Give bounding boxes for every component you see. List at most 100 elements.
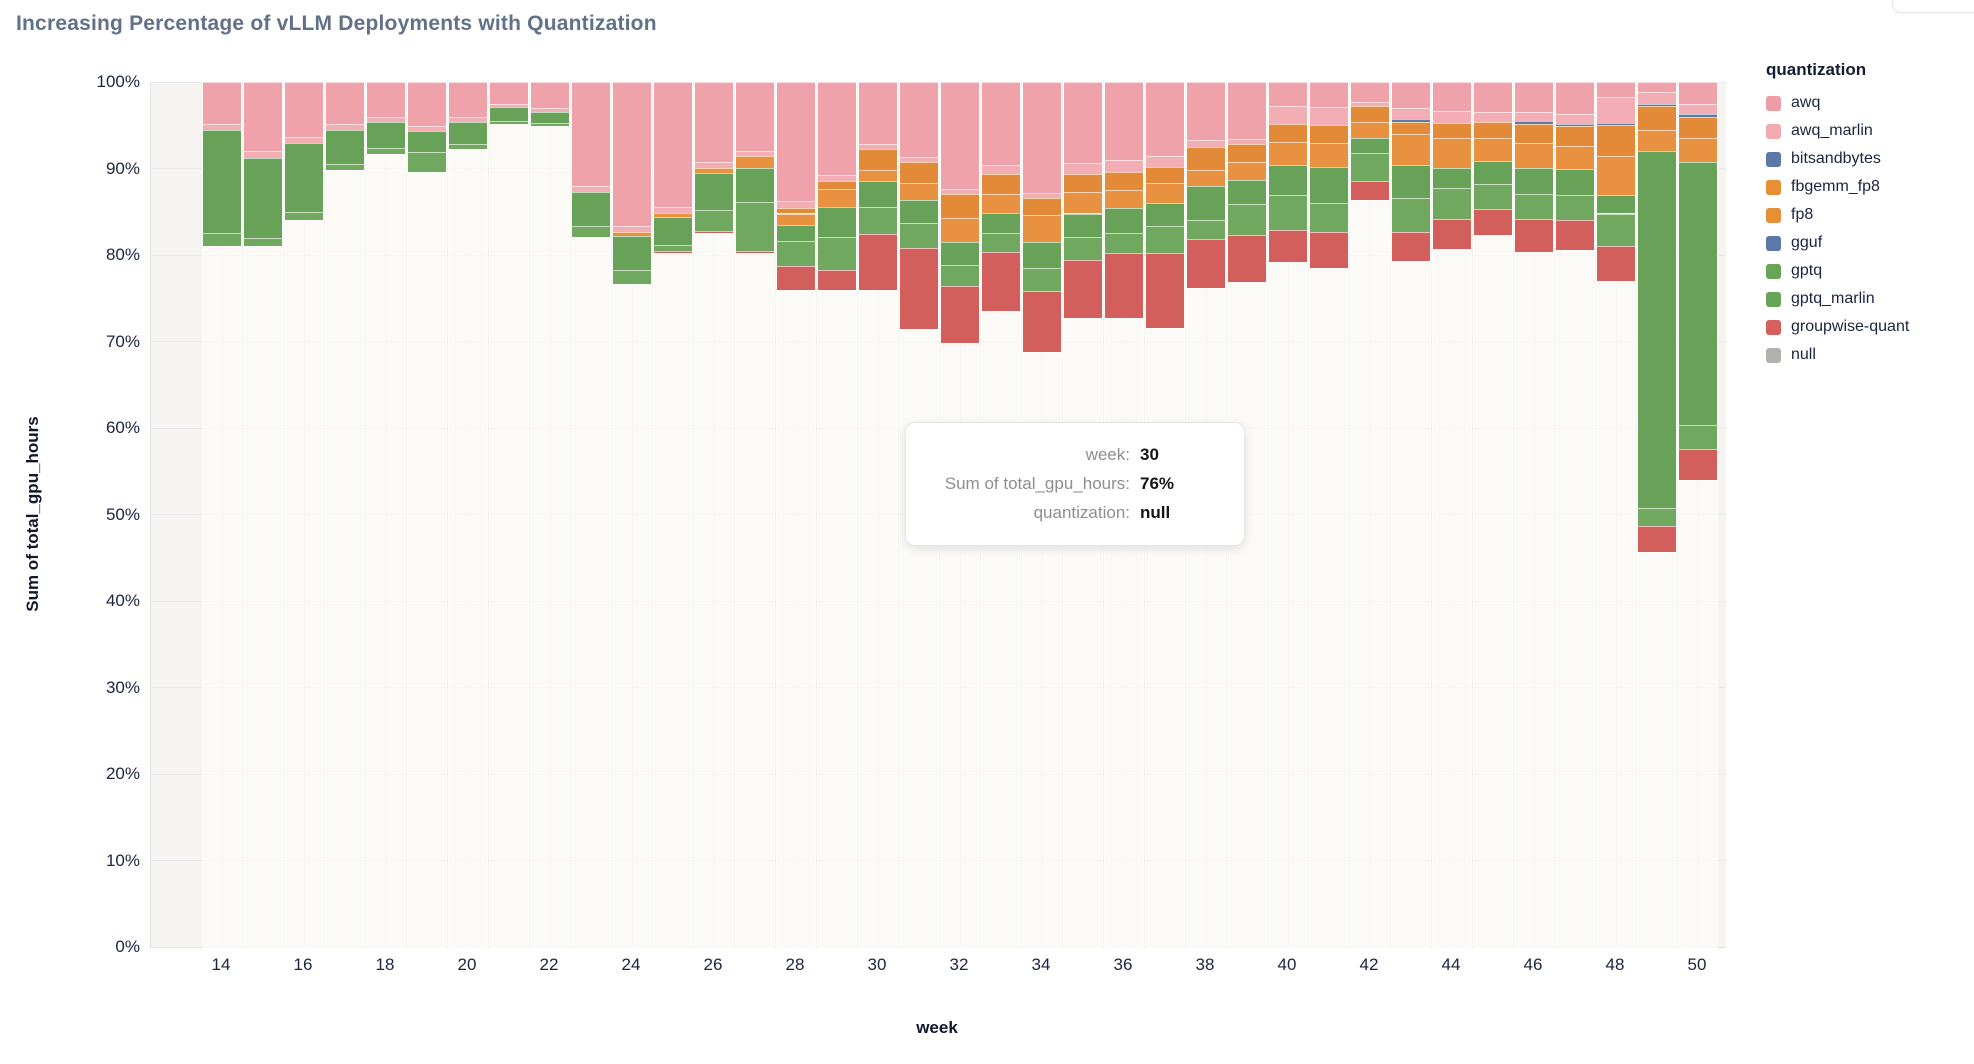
bar-segment-gptq[interactable] [1392, 165, 1430, 198]
bar-segment-gptq_marlin[interactable] [654, 244, 692, 251]
legend-item-fp8[interactable]: fp8 [1766, 206, 1966, 224]
bar-segment-awq[interactable] [941, 82, 979, 190]
bar-segment-gptq_marlin[interactable] [1187, 219, 1225, 239]
bar-segment-awq_marlin[interactable] [941, 189, 979, 195]
bar-segment-awq[interactable] [900, 82, 938, 158]
bar-segment-awq_marlin[interactable] [367, 116, 405, 122]
bar-segment-gptq_marlin[interactable] [859, 206, 897, 235]
bar-segment-awq_marlin[interactable] [1515, 112, 1553, 121]
bar-segment-bitsandbytes[interactable] [1515, 120, 1553, 124]
bar-segment-gptq_marlin[interactable] [1269, 195, 1307, 230]
bar-segment-null[interactable] [1638, 551, 1676, 947]
bar-segment-gptq_marlin[interactable] [777, 241, 815, 267]
bar-segment-awq_marlin[interactable] [818, 174, 856, 181]
bar-segment-fp8[interactable] [941, 217, 979, 243]
bar-segment-awq[interactable] [572, 82, 610, 186]
bar-segment-gptq_marlin[interactable] [982, 233, 1020, 252]
bar-segment-fbgemm_fp8[interactable] [1392, 121, 1430, 134]
bar-segment-fbgemm_fp8[interactable] [1269, 123, 1307, 142]
bar-segment-awq[interactable] [777, 82, 815, 202]
bar-segment-gptq[interactable] [900, 199, 938, 223]
bar-segment-null[interactable] [1105, 318, 1143, 947]
bar-segment-gptq[interactable] [1474, 160, 1512, 185]
bar-segment-gptq_marlin[interactable] [408, 152, 446, 172]
bar-week-48[interactable] [1597, 82, 1635, 947]
bar-segment-awq[interactable] [1474, 82, 1512, 113]
bar-segment-null[interactable] [531, 126, 569, 947]
legend-item-bitsandbytes[interactable]: bitsandbytes [1766, 150, 1966, 168]
bar-segment-gptq_marlin[interactable] [244, 237, 282, 247]
bar-segment-fbgemm_fp8[interactable] [1638, 106, 1676, 130]
bar-segment-awq_marlin[interactable] [736, 151, 774, 157]
bar-segment-fp8[interactable] [654, 212, 692, 217]
bar-segment-gptq[interactable] [490, 107, 528, 121]
bar-segment-null[interactable] [449, 148, 487, 947]
bar-segment-groupwise-quant[interactable] [1515, 218, 1553, 252]
bar-segment-gptq[interactable] [449, 121, 487, 145]
bar-segment-fp8[interactable] [1187, 170, 1225, 186]
bar-segment-gptq_marlin[interactable] [736, 202, 774, 251]
bar-segment-fbgemm_fp8[interactable] [941, 194, 979, 218]
bar-segment-awq[interactable] [1638, 82, 1676, 93]
bar-segment-groupwise-quant[interactable] [1351, 181, 1389, 200]
bar-segment-gptq_marlin[interactable] [1474, 184, 1512, 210]
bar-segment-fbgemm_fp8[interactable] [777, 208, 815, 214]
bar-segment-awq_marlin[interactable] [1392, 107, 1430, 120]
bar-segment-gptq[interactable] [1269, 165, 1307, 196]
bar-week-47[interactable] [1556, 82, 1594, 947]
bar-segment-fp8[interactable] [1269, 141, 1307, 166]
bar-segment-awq_marlin[interactable] [531, 107, 569, 113]
bar-segment-fp8[interactable] [1146, 183, 1184, 204]
legend-item-fbgemm_fp8[interactable]: fbgemm_fp8 [1766, 178, 1966, 196]
bar-segment-gptq[interactable] [1556, 169, 1594, 196]
bar-segment-gptq[interactable] [941, 242, 979, 265]
bar-week-16[interactable] [285, 82, 323, 947]
bar-segment-gptq_marlin[interactable] [449, 144, 487, 149]
bar-segment-fp8[interactable] [1515, 142, 1553, 168]
bar-segment-groupwise-quant[interactable] [1269, 229, 1307, 262]
bar-segment-gptq_marlin[interactable] [1679, 424, 1717, 449]
bar-segment-groupwise-quant[interactable] [941, 286, 979, 344]
bar-segment-null[interactable] [613, 284, 651, 947]
bar-segment-groupwise-quant[interactable] [1187, 238, 1225, 288]
bar-segment-awq_marlin[interactable] [1064, 163, 1102, 174]
bar-segment-gptq_marlin[interactable] [531, 122, 569, 127]
bar-segment-null[interactable] [818, 290, 856, 947]
legend-item-groupwise-quant[interactable]: groupwise-quant [1766, 318, 1966, 336]
bar-segment-null[interactable] [1310, 267, 1348, 947]
bar-week-40[interactable] [1269, 82, 1307, 947]
bar-segment-gptq_marlin[interactable] [1597, 213, 1635, 247]
bar-segment-awq_marlin[interactable] [859, 144, 897, 150]
bar-segment-awq_marlin[interactable] [326, 124, 364, 130]
bar-segment-gptq[interactable] [1433, 167, 1471, 188]
bar-segment-fbgemm_fp8[interactable] [859, 149, 897, 171]
bar-segment-awq[interactable] [1105, 82, 1143, 160]
bar-segment-null[interactable] [490, 123, 528, 947]
bar-segment-awq[interactable] [1023, 82, 1061, 193]
bar-segment-gptq_marlin[interactable] [367, 147, 405, 154]
bar-segment-fbgemm_fp8[interactable] [1105, 171, 1143, 191]
bar-segment-null[interactable] [244, 246, 282, 947]
bar-segment-awq_marlin[interactable] [900, 157, 938, 163]
bar-segment-gptq_marlin[interactable] [900, 223, 938, 249]
bar-segment-awq[interactable] [326, 82, 364, 125]
bar-segment-gptq_marlin[interactable] [1638, 508, 1676, 526]
bar-segment-awq_marlin[interactable] [982, 165, 1020, 174]
bar-week-17[interactable] [326, 82, 364, 947]
bar-segment-bitsandbytes[interactable] [1556, 123, 1594, 127]
bar-week-26[interactable] [695, 82, 733, 947]
bar-segment-awq_marlin[interactable] [1269, 106, 1307, 124]
bar-segment-awq_marlin[interactable] [1638, 92, 1676, 104]
bar-segment-null[interactable] [408, 171, 446, 947]
bar-segment-awq[interactable] [1187, 82, 1225, 140]
bar-segment-groupwise-quant[interactable] [654, 250, 692, 254]
bar-segment-awq_marlin[interactable] [1187, 139, 1225, 147]
bar-segment-fp8[interactable] [982, 193, 1020, 214]
bar-segment-gptq_marlin[interactable] [818, 236, 856, 270]
bar-segment-awq_marlin[interactable] [1679, 103, 1717, 115]
bar-segment-null[interactable] [1433, 248, 1471, 947]
bar-segment-gptq[interactable] [613, 235, 651, 270]
bar-segment-awq[interactable] [859, 82, 897, 145]
legend-item-null[interactable]: null [1766, 346, 1966, 364]
bar-week-46[interactable] [1515, 82, 1553, 947]
